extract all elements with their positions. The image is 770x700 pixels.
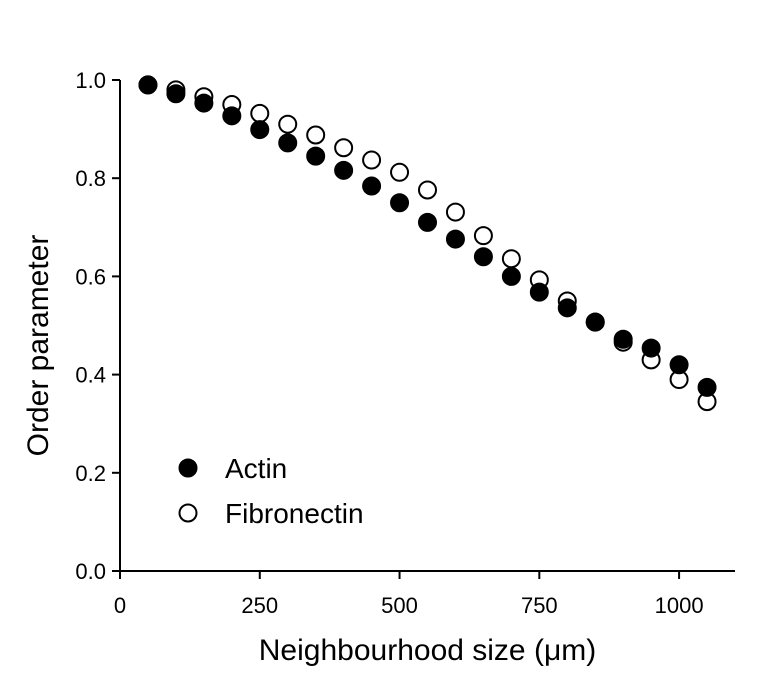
x-tick-label: 750 (521, 593, 558, 618)
legend-marker (178, 458, 198, 478)
data-point (390, 162, 410, 182)
data-point (194, 93, 214, 113)
data-point (445, 229, 465, 249)
data-point (473, 226, 493, 246)
data-point (306, 146, 326, 166)
y-tick-label: 0.0 (75, 559, 106, 584)
legend-marker (178, 503, 198, 523)
legend-label: Actin (225, 453, 287, 484)
data-point (362, 150, 382, 170)
data-point (278, 133, 298, 153)
data-point (501, 249, 521, 269)
data-point (669, 355, 689, 375)
data-point (557, 298, 577, 318)
data-point (222, 106, 242, 126)
y-tick-label: 0.8 (75, 166, 106, 191)
data-point (501, 266, 521, 286)
data-point (334, 138, 354, 158)
y-tick-label: 0.4 (75, 363, 106, 388)
data-point (418, 212, 437, 232)
x-tick-label: 500 (381, 593, 418, 618)
x-tick-label: 0 (114, 593, 126, 618)
series-fibronectin (138, 75, 717, 412)
x-tick-label: 1000 (655, 593, 704, 618)
x-tick-label: 250 (241, 593, 278, 618)
data-point (418, 180, 437, 200)
legend: Actin Fibronectin (178, 453, 364, 529)
data-point (473, 247, 493, 267)
data-point (529, 282, 549, 302)
data-point (445, 202, 465, 222)
x-axis: 0 250 500 750 1000 (114, 570, 735, 618)
data-point (250, 120, 270, 140)
data-point (166, 84, 186, 104)
data-point (334, 160, 354, 180)
y-tick-label: 0.6 (75, 264, 106, 289)
y-axis: 0.0 0.2 0.4 0.6 0.8 1.0 (75, 68, 121, 584)
data-point (362, 176, 382, 196)
data-point (641, 338, 661, 358)
data-point (138, 75, 158, 95)
data-point (585, 312, 605, 332)
data-point (613, 329, 633, 349)
data-point (390, 193, 410, 213)
y-tick-label: 1.0 (75, 68, 106, 93)
data-point (697, 377, 717, 397)
data-point (250, 103, 270, 123)
y-axis-title: Order parameter (22, 235, 55, 457)
legend-label: Fibronectin (225, 498, 364, 529)
data-point (278, 114, 298, 134)
x-axis-title: Neighbourhood size (μm) (259, 634, 596, 667)
series-actin (138, 75, 717, 397)
data-point (306, 125, 326, 145)
data-points (138, 75, 717, 412)
y-tick-label: 0.2 (75, 461, 106, 486)
